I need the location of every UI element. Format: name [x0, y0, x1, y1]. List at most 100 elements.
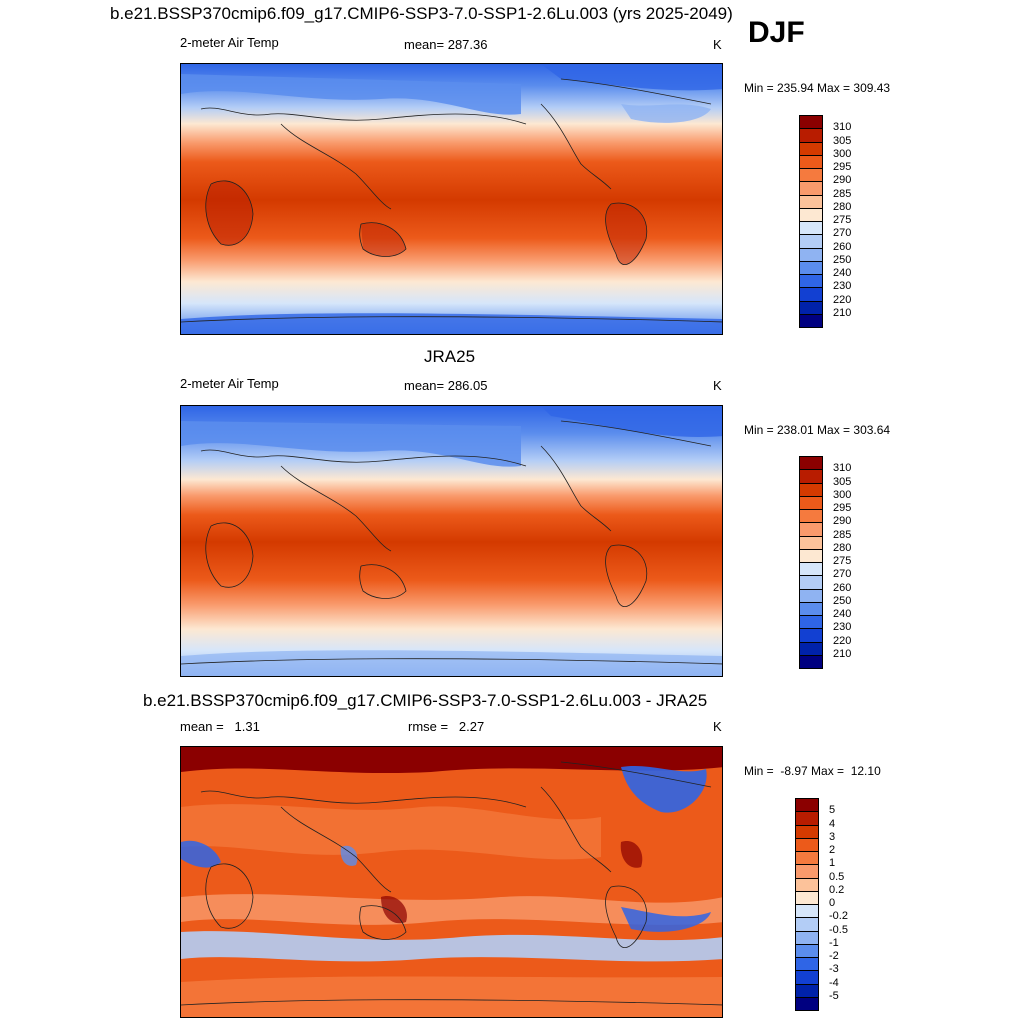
colorbar-swatch — [799, 509, 823, 523]
colorbar-tick-label: 300 — [833, 488, 852, 501]
colorbar-tick-label: 230 — [833, 280, 852, 293]
colorbar-swatch — [799, 260, 823, 275]
colorbar-tick-label: 230 — [833, 621, 852, 634]
colorbar-tick-label: 295 — [833, 161, 852, 173]
colorbar-swatch — [795, 877, 819, 892]
colorbar-tick-label: 285 — [833, 187, 852, 200]
colorbar-swatch — [799, 168, 823, 182]
season-label: DJF — [748, 16, 805, 49]
colorbar-swatch — [799, 154, 823, 169]
colorbar-tick-label: -4 — [829, 976, 839, 989]
colorbar-swatch — [799, 221, 823, 235]
panel-2-minmax: Min = 238.01 Max = 303.64 — [744, 423, 891, 437]
colorbar-swatch — [795, 957, 819, 971]
panel-1-variable: 2-meter Air Temp — [180, 35, 279, 50]
panel-1-minmax: Min = 235.94 Max = 309.43 — [744, 81, 891, 95]
panel-2-mean: mean= 286.05 — [404, 378, 488, 393]
colorbar-tick-label: 250 — [833, 594, 852, 607]
colorbar-swatch — [799, 628, 823, 642]
colorbar-tick-label: 270 — [833, 227, 852, 240]
colorbar-swatch — [799, 575, 823, 589]
colorbar-swatch — [799, 456, 823, 470]
colorbar-tick-label: 0 — [829, 897, 836, 909]
colorbar-tick-label: 270 — [833, 568, 852, 581]
colorbar-model-temperature: 310 305 300 295 290 285 280 275 270 260 250 240 230 2… — [799, 115, 863, 328]
colorbar-swatch — [795, 970, 819, 984]
colorbar-tick-label: -2 — [829, 950, 839, 962]
colorbar-swatch — [795, 851, 819, 865]
colorbar-reanalysis-temperature: 310 305 300 295 290 285 280 275 270 260 250 240 230 2… — [799, 456, 863, 669]
colorbar-swatch — [795, 917, 819, 931]
colorbar-tick-label: 220 — [833, 634, 852, 647]
colorbar-swatch — [795, 983, 819, 998]
colorbar-tick-label: 310 — [833, 121, 852, 134]
colorbar-tick-label: 4 — [829, 817, 836, 830]
colorbar-swatch — [799, 115, 823, 129]
colorbar-tick-label: 280 — [833, 541, 852, 554]
colorbar-tick-label: 3 — [829, 830, 836, 843]
colorbar-tick-label: 295 — [833, 502, 852, 514]
colorbar-tick-label: 305 — [833, 134, 852, 147]
colorbar-tick-label: -0.5 — [829, 923, 848, 936]
colorbar-tick-label: 1 — [829, 857, 836, 870]
panel-3-mean: mean = 1.31 — [180, 719, 260, 734]
colorbar-swatch — [799, 601, 823, 616]
colorbar-tick-label: 240 — [833, 267, 852, 279]
colorbar-swatch — [795, 824, 819, 839]
colorbar-tick-label: 5 — [829, 804, 836, 817]
colorbar-swatch — [799, 274, 823, 288]
colorbar-swatch — [799, 654, 823, 669]
colorbar-tick-label: 210 — [833, 306, 852, 319]
colorbar-swatch — [795, 837, 819, 852]
colorbar-tick-label: 285 — [833, 528, 852, 541]
colorbar-swatch — [799, 234, 823, 248]
colorbar-swatch — [799, 128, 823, 142]
colorbar-tick-label: -3 — [829, 963, 839, 976]
colorbar-difference: 5 4 3 2 1 0.5 0.2 0 -0.2 -0.5 -1 -2 -3 -4 -5 — [795, 798, 859, 1011]
panel-2-variable: 2-meter Air Temp — [180, 376, 279, 391]
colorbar-tick-label: 305 — [833, 475, 852, 488]
colorbar-tick-label: -5 — [829, 989, 839, 1002]
colorbar-swatch — [799, 469, 823, 483]
panel-3-title: b.e21.BSSP370cmip6.f09_g17.CMIP6-SSP3-7.… — [143, 691, 708, 710]
colorbar-swatch — [799, 482, 823, 497]
colorbar-tick-label: 220 — [833, 293, 852, 306]
colorbar-tick-label: -1 — [829, 936, 839, 949]
colorbar-tick-label: 2 — [829, 844, 836, 856]
colorbar-tick-label: 210 — [833, 647, 852, 660]
panel-3-rmse: rmse = 2.27 — [408, 719, 485, 734]
colorbar-swatch — [799, 141, 823, 156]
panel-2-units: K — [713, 378, 722, 393]
colorbar-tick-label: 280 — [833, 200, 852, 213]
colorbar-swatch — [795, 864, 819, 878]
colorbar-swatch — [795, 890, 819, 905]
map-difference — [180, 746, 723, 1018]
colorbar-swatch — [795, 798, 819, 812]
colorbar-tick-label: 250 — [833, 253, 852, 266]
colorbar-tick-label: 300 — [833, 147, 852, 160]
colorbar-tick-label: 0.2 — [829, 883, 845, 896]
colorbar-swatch — [795, 996, 819, 1011]
panel-3-minmax: Min = -8.97 Max = 12.10 — [744, 764, 881, 778]
colorbar-tick-label: -0.2 — [829, 910, 848, 923]
colorbar-swatch — [799, 207, 823, 222]
colorbar-swatch — [799, 522, 823, 536]
colorbar-swatch — [799, 548, 823, 563]
colorbar-tick-label: 260 — [833, 240, 852, 253]
colorbar-tick-label: 290 — [833, 174, 852, 187]
colorbar-tick-label: 275 — [833, 214, 852, 226]
colorbar-tick-label: 275 — [833, 555, 852, 567]
panel-1-mean: mean= 287.36 — [404, 37, 488, 52]
colorbar-swatch — [799, 641, 823, 656]
map-model-temperature — [180, 63, 723, 335]
colorbar-swatch — [799, 194, 823, 209]
colorbar-swatch — [795, 811, 819, 825]
colorbar-swatch — [799, 313, 823, 328]
panel-2-title: JRA25 — [424, 347, 476, 366]
colorbar-swatch — [795, 904, 819, 918]
colorbar-swatch — [799, 300, 823, 315]
colorbar-swatch — [799, 287, 823, 301]
colorbar-tick-label: 260 — [833, 581, 852, 594]
colorbar-swatch — [799, 562, 823, 576]
colorbar-tick-label: 240 — [833, 608, 852, 620]
